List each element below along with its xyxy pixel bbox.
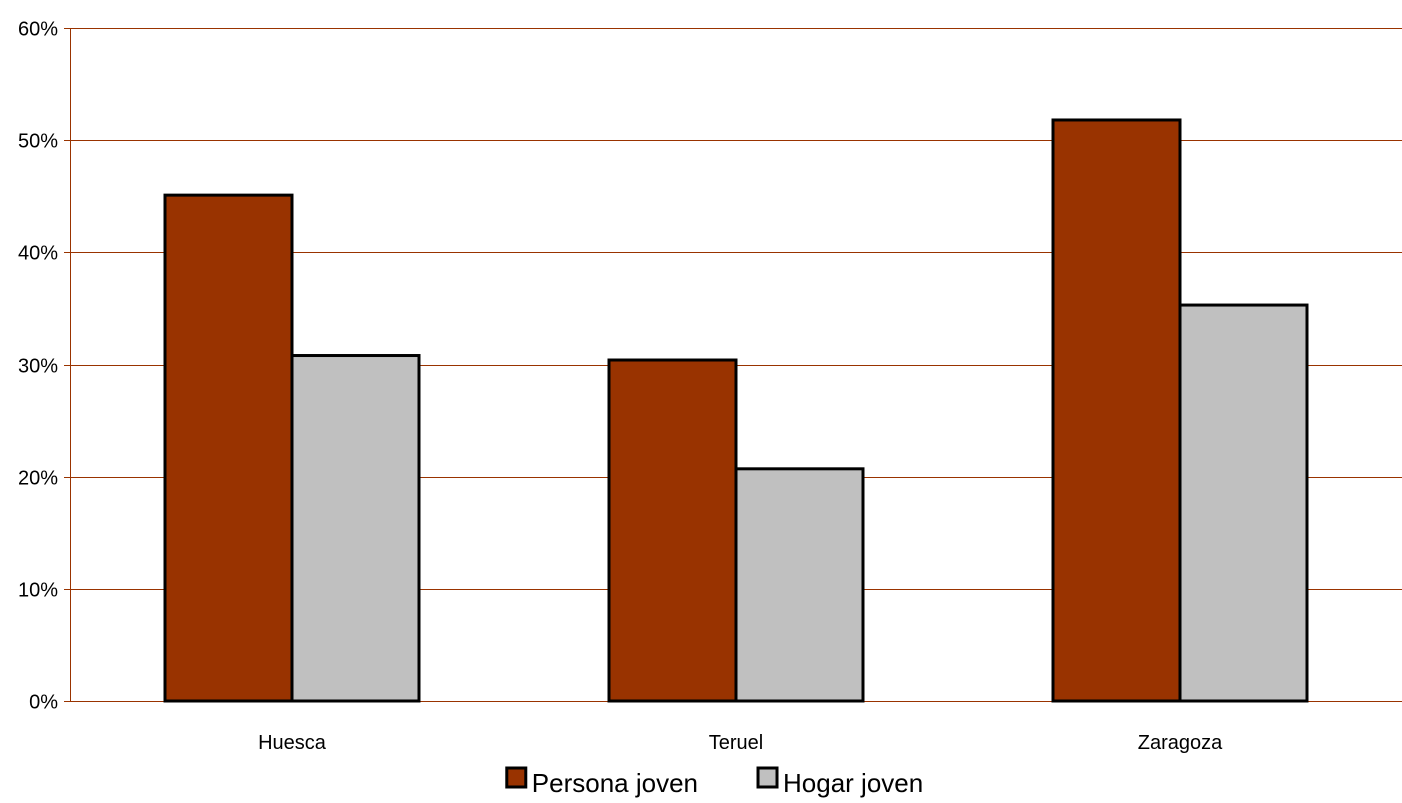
x-tick-label: Zaragoza [1138,732,1223,754]
legend-swatch [505,766,528,789]
x-tick-label: Huesca [258,732,327,754]
x-tick-labels: Huesca Teruel Zaragoza [258,732,1223,754]
bar-persona-joven-teruel [607,358,738,703]
y-tick-label: 60% [18,19,58,41]
bar-hogar-joven-huesca [290,354,421,703]
bars [163,118,1309,703]
legend-label: Persona joven [532,768,698,798]
x-tick-label: Teruel [709,732,763,754]
y-tick-label: 50% [18,131,58,153]
legend: Persona joven Hogar joven [505,766,923,798]
bar-hogar-joven-zaragoza [1178,303,1309,703]
y-tick-labels: 0% 10% 20% 30% 40% 50% 60% [18,19,58,714]
y-tick-label: 10% [18,580,58,602]
legend-item-hogar-joven: Hogar joven [756,766,923,798]
bar-persona-joven-huesca [163,193,294,703]
bar-hogar-joven-teruel [734,467,865,703]
y-tick-label: 20% [18,468,58,490]
y-tick-label: 30% [18,356,58,378]
legend-item-persona-joven: Persona joven [505,766,698,798]
bar-persona-joven-zaragoza [1051,118,1182,703]
y-tick-label: 0% [29,692,58,714]
legend-swatch [756,766,779,789]
y-tick-label: 40% [18,243,58,265]
legend-label: Hogar joven [783,768,923,798]
